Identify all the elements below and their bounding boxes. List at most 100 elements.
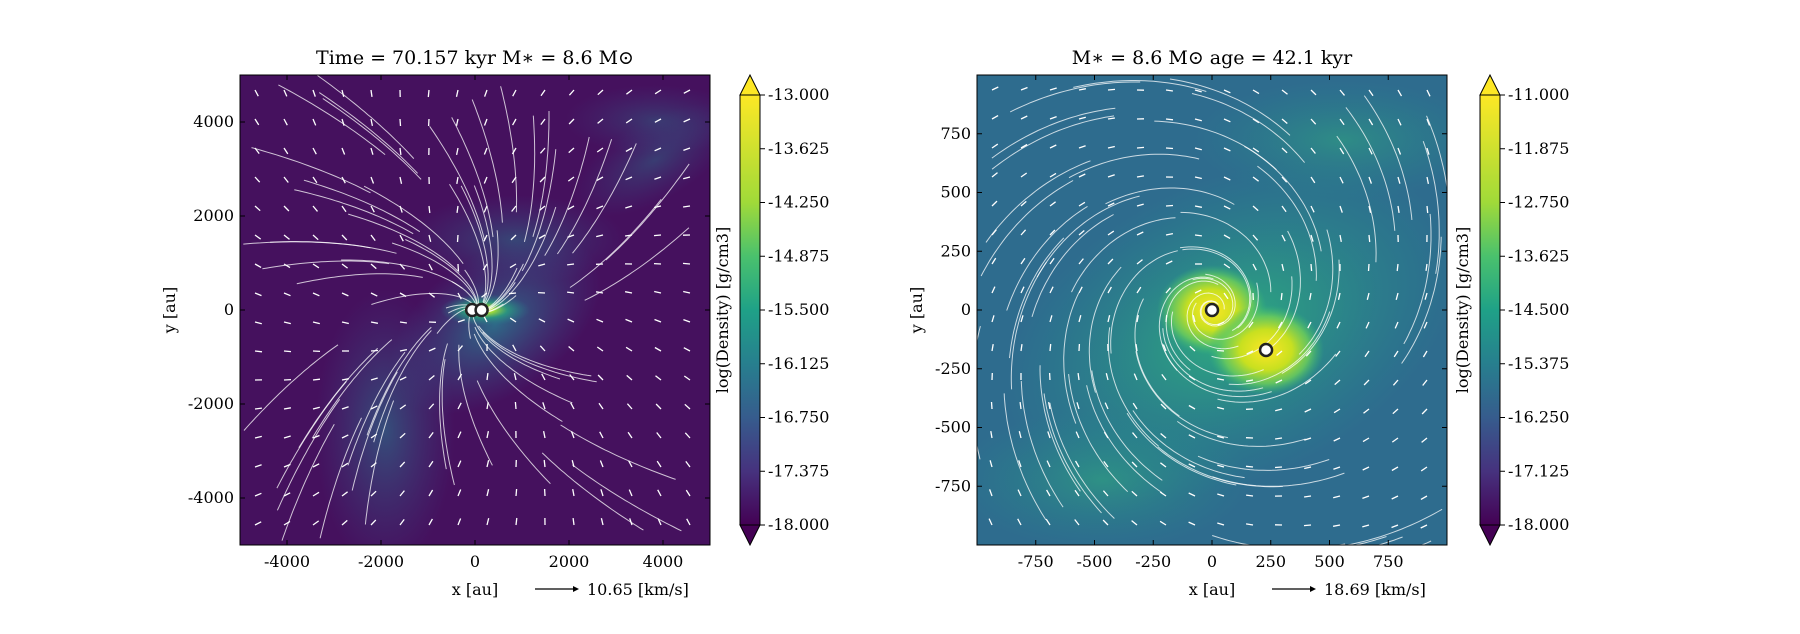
y-tick-label: -750 bbox=[935, 476, 971, 495]
velocity-arrow bbox=[313, 379, 320, 380]
colorbar-tick-label: -17.375 bbox=[768, 461, 829, 480]
velocity-arrow bbox=[284, 351, 291, 352]
colorbar-extend-max bbox=[740, 75, 760, 95]
velocity-arrow bbox=[1166, 148, 1173, 149]
colorbar-scale bbox=[1480, 95, 1500, 525]
velocity-arrow bbox=[1108, 89, 1115, 90]
x-tick-label: 250 bbox=[1255, 552, 1286, 571]
x-tick-label: 750 bbox=[1373, 552, 1404, 571]
y-tick-label: 500 bbox=[940, 183, 971, 202]
velocity-arrow bbox=[544, 460, 545, 467]
y-tick-label: 4000 bbox=[193, 112, 234, 131]
velocity-arrow bbox=[516, 518, 517, 525]
colorbar-extend-max bbox=[1480, 75, 1500, 95]
velocity-arrow bbox=[371, 351, 378, 352]
velocity-arrow bbox=[1195, 235, 1202, 236]
velocity-arrow bbox=[1369, 235, 1370, 242]
sink-particle bbox=[1260, 344, 1272, 356]
x-tick-label: 0 bbox=[470, 552, 480, 571]
x-tick-label: 2000 bbox=[549, 552, 590, 571]
colorbar-tick-label: -11.875 bbox=[1508, 139, 1569, 158]
colorbar-label: log(Density) [g/cm3] bbox=[713, 227, 732, 393]
density-filament bbox=[565, 85, 745, 155]
velocity-arrow bbox=[1166, 315, 1167, 322]
colorbar-tick-label: -15.375 bbox=[1508, 354, 1569, 373]
colorbar-tick-label: -14.500 bbox=[1508, 300, 1569, 319]
y-tick-label: 250 bbox=[940, 241, 971, 260]
colorbar-tick-label: -16.250 bbox=[1508, 408, 1569, 427]
colorbar: -13.000-13.625-14.250-14.875-15.500-16.1… bbox=[713, 75, 829, 545]
colorbar-tick-label: -13.625 bbox=[1508, 246, 1569, 265]
velocity-arrow bbox=[1217, 351, 1224, 352]
velocity-arrow bbox=[1246, 495, 1253, 496]
velocity-arrow bbox=[1020, 402, 1021, 409]
density-map bbox=[951, 75, 1513, 567]
velocity-arrow bbox=[1311, 264, 1312, 271]
velocity-arrow bbox=[1166, 119, 1173, 120]
x-axis-label: x [au] bbox=[452, 580, 498, 599]
velocity-arrow bbox=[400, 148, 401, 155]
y-tick-label: -2000 bbox=[188, 394, 234, 413]
y-tick-label: 750 bbox=[940, 124, 971, 143]
velocity-arrow bbox=[1166, 206, 1173, 207]
y-tick-label: 0 bbox=[961, 300, 971, 319]
colorbar-tick-label: -14.250 bbox=[768, 193, 829, 212]
velocity-key-label: 18.69 [km/s] bbox=[1324, 580, 1426, 599]
density-arm bbox=[952, 410, 1252, 550]
velocity-arrow bbox=[1137, 147, 1144, 148]
velocity-arrow bbox=[654, 235, 661, 236]
colorbar-tick-label: -18.000 bbox=[768, 515, 829, 534]
velocity-arrow bbox=[400, 119, 401, 126]
y-tick-label: 0 bbox=[224, 300, 234, 319]
velocity-arrow bbox=[509, 293, 516, 294]
colorbar-tick-label: -12.750 bbox=[1508, 193, 1569, 212]
chart-title: Time = 70.157 kyr M∗ = 8.6 M⊙ bbox=[316, 47, 634, 69]
velocity-arrow bbox=[1427, 206, 1428, 213]
colorbar-tick-label: -13.625 bbox=[768, 139, 829, 158]
y-tick-label: 2000 bbox=[193, 206, 234, 225]
x-tick-label: -4000 bbox=[264, 552, 310, 571]
velocity-arrow bbox=[255, 351, 262, 352]
velocity-arrow bbox=[1246, 466, 1253, 467]
velocity-arrow bbox=[1369, 264, 1370, 271]
sink-particle bbox=[1206, 304, 1218, 316]
y-tick-label: -500 bbox=[935, 418, 971, 437]
density-filament bbox=[315, 290, 455, 570]
chart-title: M∗ = 8.6 M⊙ age = 42.1 kyr bbox=[1072, 47, 1353, 69]
velocity-key-arrowhead bbox=[573, 586, 579, 592]
velocity-arrow bbox=[683, 263, 690, 264]
velocity-key-label: 10.65 [km/s] bbox=[587, 580, 689, 599]
velocity-arrow bbox=[516, 489, 517, 496]
x-axis-label: x [au] bbox=[1189, 580, 1235, 599]
colorbar: -11.000-11.875-12.750-13.625-14.500-15.3… bbox=[1453, 75, 1569, 545]
velocity-arrow bbox=[1078, 373, 1079, 380]
colorbar-tick-label: -15.500 bbox=[768, 300, 829, 319]
y-tick-label: -250 bbox=[935, 359, 971, 378]
velocity-arrow bbox=[567, 292, 574, 293]
x-tick-label: 500 bbox=[1314, 552, 1345, 571]
colorbar-scale bbox=[740, 95, 760, 525]
sink-particle bbox=[476, 304, 488, 316]
colorbar-tick-label: -17.125 bbox=[1508, 461, 1569, 480]
velocity-arrow bbox=[515, 402, 516, 409]
velocity-key-arrowhead bbox=[1310, 586, 1316, 592]
x-tick-label: 0 bbox=[1207, 552, 1217, 571]
colorbar-label: log(Density) [g/cm3] bbox=[1453, 227, 1472, 393]
velocity-arrow bbox=[458, 235, 459, 242]
colorbar-tick-label: -18.000 bbox=[1508, 515, 1569, 534]
velocity-arrow bbox=[1050, 344, 1051, 351]
velocity-arrow bbox=[428, 90, 429, 97]
velocity-arrow bbox=[1397, 264, 1398, 271]
y-axis-label: y [au] bbox=[907, 287, 926, 334]
colorbar-extend-min bbox=[740, 525, 760, 545]
x-tick-label: -500 bbox=[1077, 552, 1113, 571]
velocity-arrow bbox=[487, 373, 488, 380]
colorbar-tick-label: -16.125 bbox=[768, 354, 829, 373]
velocity-arrow bbox=[992, 402, 993, 409]
velocity-arrow bbox=[1304, 525, 1311, 526]
colorbar-tick-label: -13.000 bbox=[768, 85, 829, 104]
